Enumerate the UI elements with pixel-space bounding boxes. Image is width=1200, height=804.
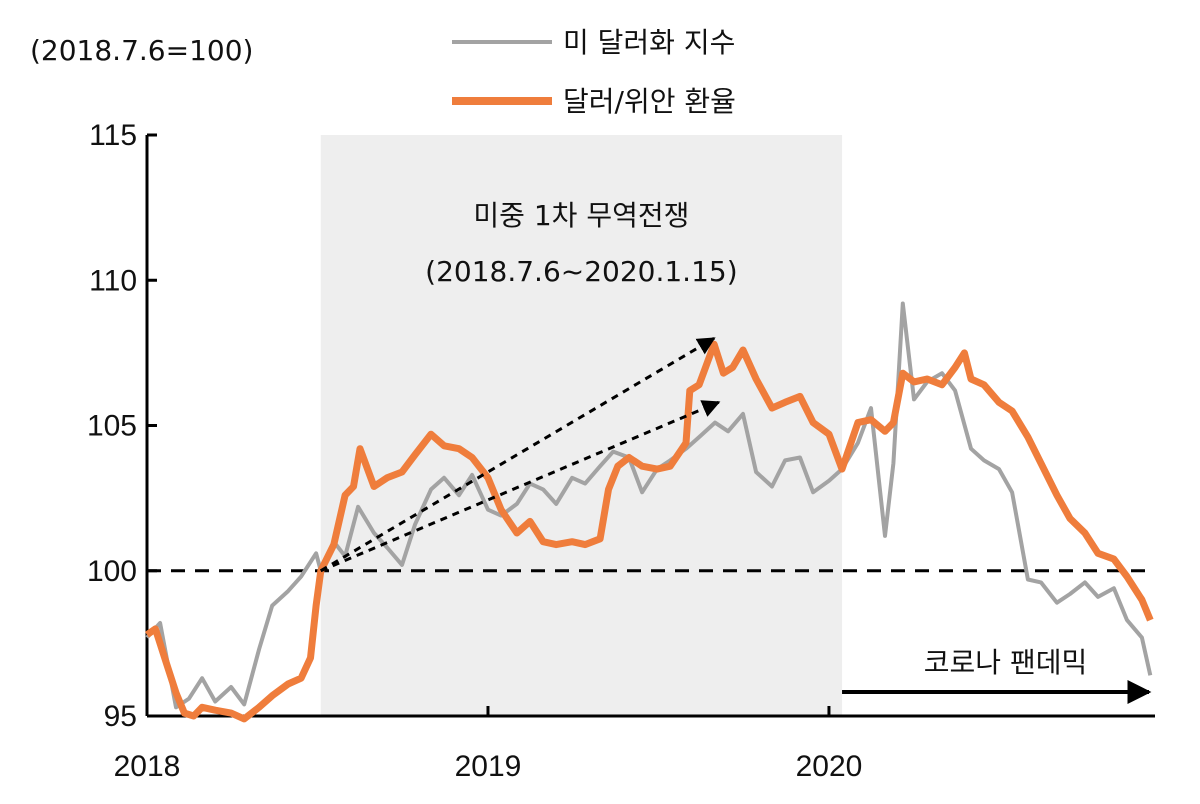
unit-label: (2018.7.6=100) [30,34,253,67]
legend: 미 달러화 지수 달러/위안 환율 [452,26,736,118]
pandemic-label: 코로나 팬데믹 [924,646,1087,679]
y-tick-label: 95 [104,700,137,733]
y-tick-label: 105 [87,410,137,443]
y-tick-label: 115 [89,119,137,152]
series-line-dollar-index [145,301,1153,710]
legend-label-dollar-index: 미 달러화 지수 [563,26,735,59]
trade-war-shaded-period [320,135,843,716]
y-axis: 95 100 105 110 115 [87,119,157,733]
trend-arrow-usd-cny [319,337,716,573]
trade-war-label: 미중 1차 무역전쟁 [473,199,689,232]
y-tick-label: 100 [87,555,137,588]
x-tick-label: 2019 [455,750,522,783]
trade-war-period-label: (2018.7.6~2020.1.15) [425,255,738,288]
x-axis: 2018 2019 2020 [114,706,1155,783]
x-tick-label: 2020 [796,750,863,783]
x-tick-label: 2018 [114,750,181,783]
legend-label-usd-cny: 달러/위안 환율 [563,85,736,118]
series-line-usd-cny [145,340,1154,723]
y-tick-label: 110 [89,264,137,297]
